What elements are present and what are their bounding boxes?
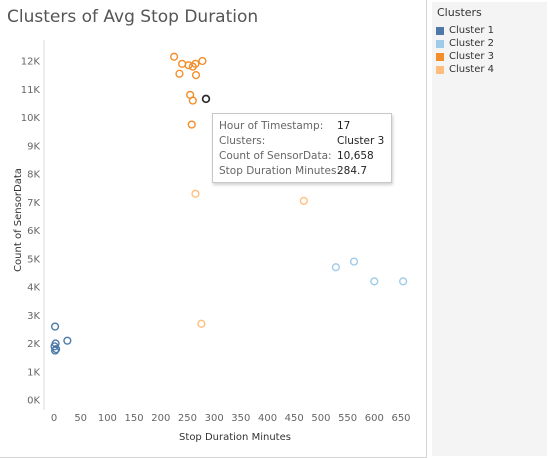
x-tick-label: 200 xyxy=(151,413,170,424)
tooltip-key: Clusters: xyxy=(219,135,265,147)
x-tick-label: 0 xyxy=(51,413,57,424)
legend-swatch xyxy=(436,66,444,74)
y-tick-label: 9K xyxy=(27,141,40,152)
tooltip-key: Hour of Timestamp: xyxy=(219,120,323,132)
x-tick-label: 450 xyxy=(285,413,304,424)
legend: Clusters Cluster 1 Cluster 2 Cluster 3 C… xyxy=(432,2,547,456)
x-tick-label: 600 xyxy=(365,413,384,424)
y-tick-label: 7K xyxy=(27,198,40,209)
y-tick-label: 11K xyxy=(21,85,41,96)
y-tick-label: 2K xyxy=(27,339,40,350)
data-point-cluster-3 xyxy=(203,96,210,103)
legend-label: Cluster 3 xyxy=(449,51,494,62)
x-tick-label: 400 xyxy=(258,413,277,424)
x-tick-label: 300 xyxy=(205,413,224,424)
y-tick-label: 3K xyxy=(27,311,40,322)
legend-swatch xyxy=(436,40,444,48)
legend-swatch xyxy=(436,53,444,61)
y-tick-label: 1K xyxy=(27,367,40,378)
tooltip-value: Cluster 3 xyxy=(337,135,384,147)
data-point-cluster-3 xyxy=(189,97,196,104)
data-point-cluster-3 xyxy=(193,72,200,79)
tooltip: Hour of Timestamp: 17 Clusters: Cluster … xyxy=(212,113,392,183)
tooltip-value: 284.7 xyxy=(337,165,367,177)
x-tick-label: 50 xyxy=(74,413,87,424)
data-point-cluster-3 xyxy=(176,70,183,77)
data-point-cluster-2 xyxy=(371,278,378,285)
data-point-cluster-2 xyxy=(400,278,407,285)
data-point-cluster-4 xyxy=(198,320,205,327)
legend-item-cluster-1[interactable]: Cluster 1 xyxy=(436,25,494,38)
y-tick-label: 4K xyxy=(27,283,40,294)
data-point-cluster-4 xyxy=(300,197,307,204)
legend-title: Clusters xyxy=(437,6,482,19)
data-point-cluster-3 xyxy=(199,58,206,65)
legend-item-cluster-4[interactable]: Cluster 4 xyxy=(436,64,494,77)
legend-item-cluster-3[interactable]: Cluster 3 xyxy=(436,51,494,64)
y-tick-label: 0K xyxy=(27,396,40,407)
x-tick-label: 100 xyxy=(98,413,117,424)
legend-label: Cluster 4 xyxy=(449,64,494,75)
data-point-cluster-1 xyxy=(64,337,71,344)
y-tick-label: 6K xyxy=(27,226,40,237)
x-axis-title: Stop Duration Minutes xyxy=(179,432,291,443)
scatter-plot: 0K 1K 2K 3K 4K 5K 6K 7K 8K 9K 10K 11K 12K 0 50 100 150 20… xyxy=(0,0,427,458)
x-tick-label: 350 xyxy=(231,413,250,424)
tooltip-value: 10,658 xyxy=(337,150,374,162)
data-point-cluster-3 xyxy=(179,60,186,67)
y-tick-label: 10K xyxy=(21,113,41,124)
data-point-cluster-2 xyxy=(351,258,358,265)
data-point-cluster-3 xyxy=(188,121,195,128)
x-tick-label: 550 xyxy=(338,413,357,424)
tooltip-key: Stop Duration Minutes: xyxy=(219,165,340,177)
tooltip-key: Count of SensorData: xyxy=(219,150,332,162)
y-tick-label: 8K xyxy=(27,170,40,181)
legend-swatch xyxy=(436,27,444,35)
data-point-cluster-3 xyxy=(185,62,192,69)
x-tick-label: 500 xyxy=(311,413,330,424)
legend-label: Cluster 1 xyxy=(449,25,494,36)
legend-item-cluster-2[interactable]: Cluster 2 xyxy=(436,38,494,51)
y-tick-label: 5K xyxy=(27,254,40,265)
data-point-cluster-2 xyxy=(332,264,339,271)
chart-panel: Clusters of Avg Stop Duration 0K 1K 2K 3K 4K… xyxy=(0,0,427,458)
legend-label: Cluster 2 xyxy=(449,38,494,49)
data-point-cluster-1 xyxy=(52,323,59,330)
x-tick-label: 250 xyxy=(178,413,197,424)
data-point-cluster-3 xyxy=(171,53,178,60)
y-tick-label: 12K xyxy=(21,57,41,68)
x-tick-label: 650 xyxy=(391,413,410,424)
data-point-cluster-4 xyxy=(192,190,199,197)
x-tick-label: 150 xyxy=(125,413,144,424)
y-axis-title: Count of SensorData xyxy=(13,168,24,272)
tooltip-value: 17 xyxy=(337,120,350,132)
